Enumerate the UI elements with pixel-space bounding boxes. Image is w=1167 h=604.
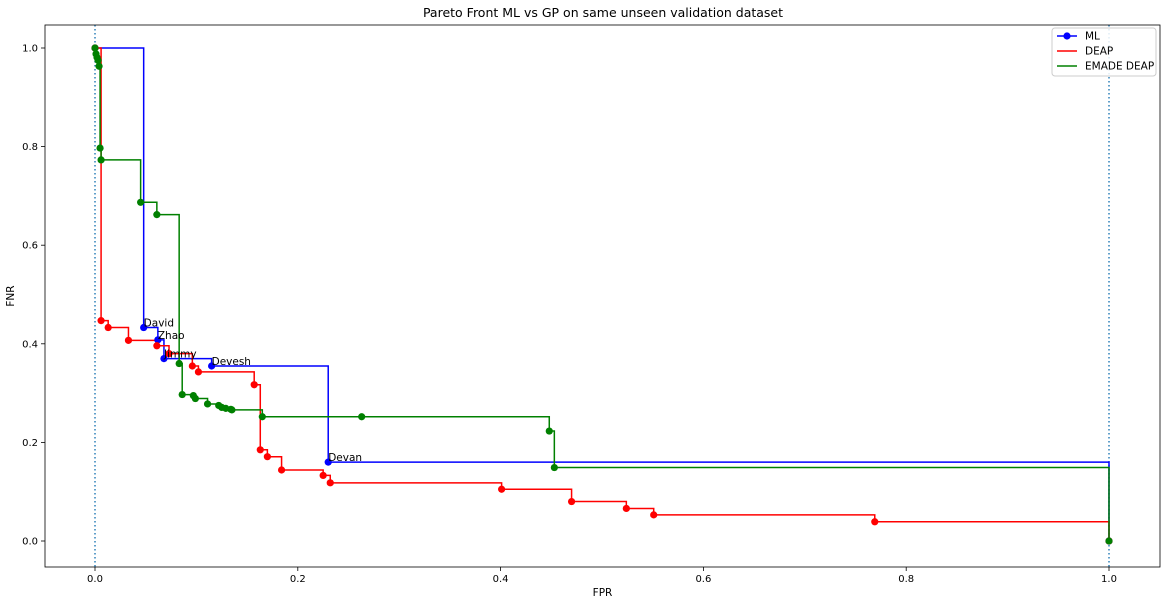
annotation-devesh: Devesh xyxy=(212,356,251,368)
annotation-zhao: Zhao xyxy=(158,330,185,342)
emade-deap-point-5 xyxy=(96,144,104,152)
plot-inner xyxy=(91,25,1113,567)
chart-title: Pareto Front ML vs GP on same unseen val… xyxy=(423,5,783,20)
y-tick-label-2: 0.4 xyxy=(22,339,38,350)
ml-point-4 xyxy=(208,362,216,370)
ml-point-5 xyxy=(324,458,332,466)
deap-point-16 xyxy=(622,504,630,513)
deap-point-8 xyxy=(250,381,258,389)
emade-deap-point-0 xyxy=(91,44,99,52)
y-axis-label: FNR xyxy=(5,285,17,306)
deap-point-13 xyxy=(326,479,334,487)
deap-point-3 xyxy=(124,336,133,344)
x-tick-label-1: 0.2 xyxy=(290,574,306,585)
y-tick-label-0: 0.0 xyxy=(22,537,38,548)
deap-point-6 xyxy=(188,362,196,370)
y-tick-label-3: 0.6 xyxy=(22,241,38,252)
emade-deap-point-19 xyxy=(258,413,266,421)
deap-point-2 xyxy=(104,323,112,332)
deap-point-15 xyxy=(567,497,576,506)
x-tick-label-4: 0.8 xyxy=(898,574,914,585)
deap-point-18 xyxy=(871,518,879,526)
x-axis-label: FPR xyxy=(593,587,613,599)
x-tick-label-2: 0.4 xyxy=(493,574,509,585)
deap-point-7 xyxy=(194,368,203,376)
emade-deap-point-8 xyxy=(153,211,161,219)
emade-deap-point-6 xyxy=(97,156,105,164)
legend-label-emade-deap: EMADE DEAP xyxy=(1085,61,1154,73)
deap-point-1 xyxy=(97,317,105,325)
legend-marker-ml xyxy=(1063,32,1071,40)
ml-point-3 xyxy=(160,354,168,363)
legend: ML DEAP EMADE DEAP xyxy=(1051,27,1157,77)
emade-deap-point-22 xyxy=(550,463,558,472)
deap-point-5 xyxy=(165,350,173,358)
emade-deap-point-10 xyxy=(178,390,186,399)
axis-ticks: 0.0 0.2 0.4 0.6 0.8 1.0 0.0 0.2 0.4 0.6 0.8 1.0 xyxy=(22,44,1117,586)
ml-point-2 xyxy=(154,336,162,344)
x-tick-label-0: 0.0 xyxy=(87,574,103,585)
legend-label-ml: ML xyxy=(1085,31,1100,43)
emade-deap-point-21 xyxy=(545,427,553,435)
ml-point-1 xyxy=(140,323,148,332)
emade-deap-point-18 xyxy=(228,406,236,414)
deap-point-12 xyxy=(319,471,327,480)
y-tick-label-1: 0.2 xyxy=(22,438,38,449)
deap-point-11 xyxy=(277,466,286,474)
emade-deap-point-7 xyxy=(137,198,145,206)
emade-deap-point-4 xyxy=(95,62,103,70)
emade-deap-point-3 xyxy=(94,56,102,64)
annotation-david: David xyxy=(144,318,174,330)
y-tick-label-5: 1.0 xyxy=(22,44,38,55)
deap-point-4 xyxy=(153,342,161,350)
deap-point-17 xyxy=(650,511,658,519)
legend-label-deap: DEAP xyxy=(1085,46,1113,58)
axes-frame xyxy=(44,24,1161,568)
deap-point-10 xyxy=(263,453,271,461)
deap-point-14 xyxy=(498,485,506,493)
emade-deap-point-9 xyxy=(175,359,183,368)
x-tick-label-3: 0.6 xyxy=(695,574,711,585)
emade-deap-point-13 xyxy=(203,400,212,408)
emade-deap-point-12 xyxy=(191,394,199,403)
y-tick-label-4: 0.8 xyxy=(22,142,38,153)
deap-point-9 xyxy=(256,446,264,454)
annotation-jimmy: Jimmy xyxy=(163,349,197,361)
annotation-devan: Devan xyxy=(328,452,362,464)
legend-frame xyxy=(1051,27,1157,77)
emade-deap-point-23 xyxy=(1105,537,1113,545)
emade-deap-point-20 xyxy=(358,413,366,421)
x-tick-label-5: 1.0 xyxy=(1101,574,1117,585)
